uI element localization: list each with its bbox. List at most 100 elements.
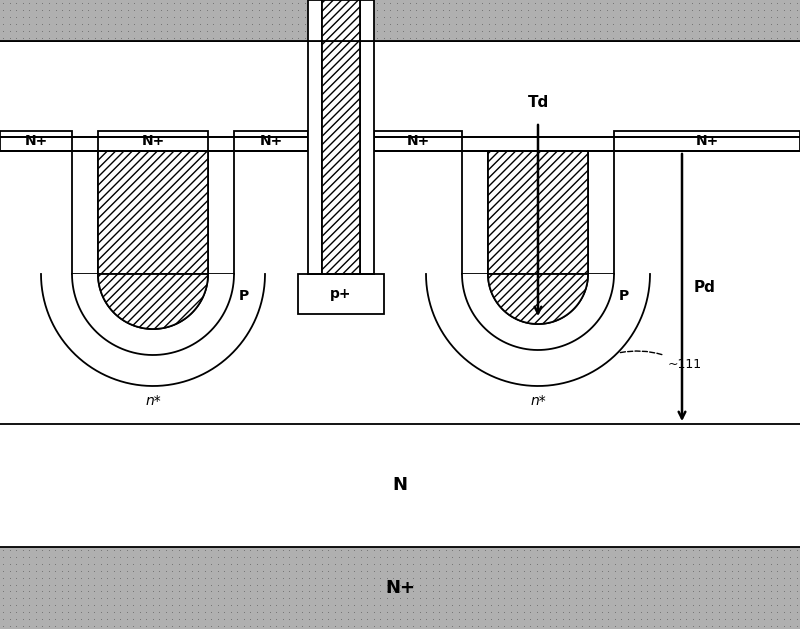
Point xyxy=(510,572,523,582)
Point xyxy=(62,614,74,624)
Point xyxy=(354,614,367,624)
Point xyxy=(594,33,606,43)
Point xyxy=(548,12,561,22)
Point xyxy=(589,5,602,15)
Point xyxy=(518,33,530,43)
Point xyxy=(647,33,660,43)
Point xyxy=(246,12,259,22)
Point xyxy=(29,19,42,29)
Point xyxy=(153,614,166,624)
Point xyxy=(374,593,387,603)
Point xyxy=(224,579,237,589)
Point xyxy=(550,572,562,582)
Point xyxy=(589,586,602,596)
Point xyxy=(348,19,361,29)
Point xyxy=(608,586,621,596)
Point xyxy=(732,621,745,629)
Point xyxy=(322,607,335,617)
Point xyxy=(654,19,666,29)
Point xyxy=(712,19,725,29)
Point xyxy=(211,572,224,582)
Point xyxy=(3,12,16,22)
Point xyxy=(522,12,534,22)
Point xyxy=(406,586,419,596)
Point xyxy=(406,572,419,582)
Point xyxy=(489,19,502,29)
Point xyxy=(790,614,800,624)
Point xyxy=(231,614,244,624)
Point xyxy=(140,579,153,589)
Point xyxy=(680,559,693,569)
Point xyxy=(442,33,455,43)
Point xyxy=(238,565,250,576)
Point xyxy=(686,12,698,22)
Point xyxy=(784,614,797,624)
Point xyxy=(615,552,628,562)
Point xyxy=(29,593,42,603)
Point xyxy=(498,586,510,596)
Point xyxy=(628,607,641,617)
Point xyxy=(524,5,537,15)
Point xyxy=(524,600,537,610)
Point xyxy=(166,0,178,8)
Point xyxy=(120,545,133,555)
Point xyxy=(244,621,257,629)
Point xyxy=(263,565,276,576)
Point xyxy=(576,33,589,43)
Point xyxy=(16,5,29,15)
Point xyxy=(614,12,626,22)
Point xyxy=(101,33,114,43)
Point xyxy=(589,545,602,555)
Point xyxy=(784,33,797,43)
Point xyxy=(543,26,556,36)
Point xyxy=(620,26,633,36)
Point xyxy=(634,621,647,629)
Point xyxy=(159,572,172,582)
Point xyxy=(439,33,452,43)
Point xyxy=(107,600,120,610)
Point xyxy=(394,19,406,29)
Bar xyxy=(308,0,322,41)
Point xyxy=(589,593,602,603)
Point xyxy=(554,0,567,8)
Point xyxy=(322,586,335,596)
Point xyxy=(374,19,387,29)
Point xyxy=(686,19,698,29)
Point xyxy=(377,5,390,15)
Point xyxy=(693,0,706,8)
Point xyxy=(134,552,146,562)
Point xyxy=(699,552,712,562)
Point xyxy=(576,545,589,555)
Point xyxy=(394,572,406,582)
Point xyxy=(751,12,764,22)
Point xyxy=(122,33,134,43)
Point xyxy=(550,559,562,569)
Point xyxy=(426,0,439,8)
Point xyxy=(74,12,87,22)
Point xyxy=(335,26,348,36)
Point xyxy=(134,33,146,43)
Point xyxy=(250,12,263,22)
Point xyxy=(244,5,257,15)
Point xyxy=(394,0,406,8)
Point xyxy=(226,0,239,8)
Point xyxy=(226,19,239,29)
Point xyxy=(348,559,361,569)
Point xyxy=(771,5,784,15)
Point xyxy=(263,572,276,582)
Point xyxy=(198,19,211,29)
Point xyxy=(510,593,523,603)
Point xyxy=(126,19,139,29)
Point xyxy=(107,0,120,8)
Point xyxy=(485,12,498,22)
Point xyxy=(478,614,491,624)
Point xyxy=(620,5,633,15)
Point xyxy=(381,12,394,22)
Point xyxy=(674,559,686,569)
Point xyxy=(504,572,517,582)
Point xyxy=(166,33,178,43)
Point xyxy=(647,614,660,624)
Point xyxy=(706,26,718,36)
Point xyxy=(673,26,686,36)
Point xyxy=(771,600,784,610)
